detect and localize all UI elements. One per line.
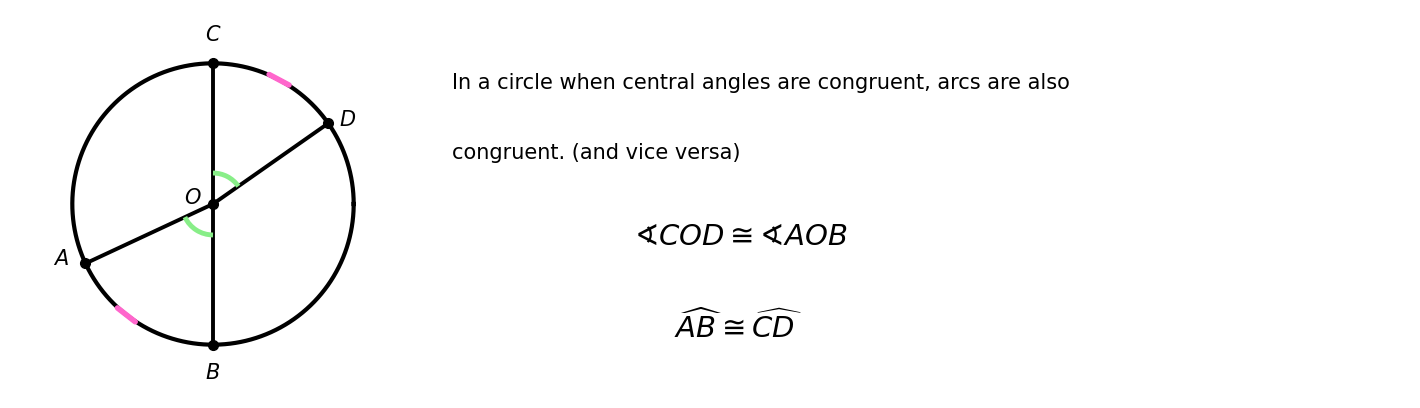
Text: congruent. (and vice versa): congruent. (and vice versa) [452,143,741,163]
Text: $A$: $A$ [53,249,70,269]
Text: $B$: $B$ [206,363,220,383]
Text: $C$: $C$ [204,25,222,45]
Text: In a circle when central angles are congruent, arcs are also: In a circle when central angles are cong… [452,73,1071,93]
Text: $O$: $O$ [185,188,202,208]
Text: $D$: $D$ [339,111,356,131]
Text: $\sphericalangle COD \cong \sphericalangle AOB$: $\sphericalangle COD \cong \sphericalang… [633,223,846,251]
Text: $\widehat{AB} \cong \widehat{CD}$: $\widehat{AB} \cong \widehat{CD}$ [674,309,802,344]
